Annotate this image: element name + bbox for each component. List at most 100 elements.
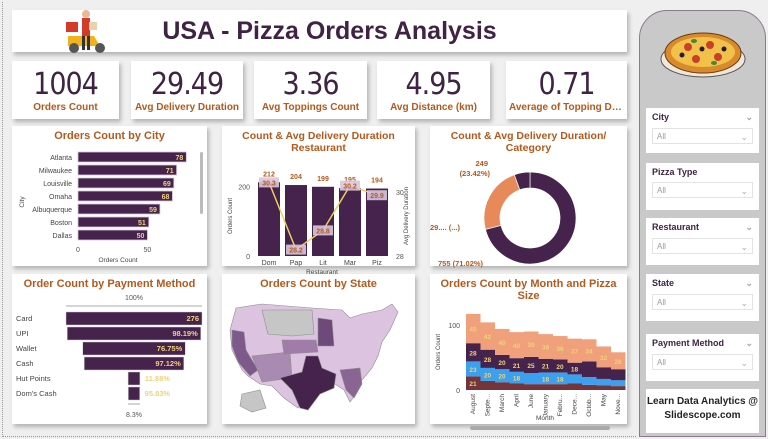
- chevron-down-icon[interactable]: ⌄: [745, 338, 753, 348]
- y-axis-title: Orders Count: [228, 198, 234, 234]
- funnel-bottom-label: 8.3%: [126, 412, 142, 419]
- line-data-label: 28.8: [316, 228, 330, 235]
- kpi-avg-distance: 4.95 Avg Distance (km): [377, 61, 490, 119]
- ribbon-segment: [553, 336, 568, 360]
- y-tick: 100: [448, 323, 460, 330]
- us-state-map[interactable]: [222, 290, 415, 422]
- slicer-payment-method[interactable]: Payment Method ⌄ All ⌄: [646, 334, 759, 381]
- restaurant-dropdown[interactable]: All ⌄: [652, 238, 753, 254]
- ribbon-segment: [495, 382, 510, 390]
- x-tick: 0: [76, 247, 80, 254]
- state-dropdown[interactable]: All ⌄: [652, 294, 753, 310]
- ribbon-segment: [509, 332, 524, 359]
- horizontal-scrollbar[interactable]: [470, 426, 610, 430]
- bar-data-label: 204: [290, 174, 302, 181]
- ribbon-segment: [596, 367, 611, 379]
- ribbon-data-label: 20: [556, 364, 564, 371]
- chevron-down-icon[interactable]: ⌄: [745, 222, 753, 232]
- filter-panel: City ⌄ All ⌄ Pizza Type All ⌄ Restaurant ⌄ A…: [639, 10, 766, 437]
- promo-link[interactable]: Learn Data Analytics @ Slidescope.com: [646, 389, 759, 433]
- ribbon-segment: [567, 383, 582, 390]
- funnel-category-label: Wallet: [16, 344, 37, 353]
- chart-orders-by-city: Orders Count by City Atlanta 78 Milwaukee 7…: [12, 126, 207, 266]
- slicer-pizza-type[interactable]: Pizza Type All ⌄: [646, 163, 759, 210]
- region-southeast[interactable]: [339, 367, 363, 399]
- line-data-label: 29.9: [370, 193, 384, 200]
- kpi-value: 29.49: [150, 67, 224, 102]
- ribbon-segment: [567, 362, 582, 375]
- x-tick: Pap: [290, 260, 303, 267]
- x-tick: August: [470, 394, 477, 414]
- funnel-data-label: 98.19%: [172, 329, 198, 338]
- ribbon-data-label: 28: [484, 357, 492, 364]
- kpi-label: Avg Distance (km): [390, 102, 477, 113]
- payment-method-dropdown[interactable]: All ⌄: [652, 354, 753, 370]
- city-dropdown[interactable]: All ⌄: [652, 128, 753, 144]
- region-mountain-states[interactable]: [261, 309, 315, 337]
- donut-slice: [513, 171, 531, 191]
- ribbon-segment: [495, 328, 510, 355]
- ribbon-segment: [553, 372, 568, 385]
- pizza-icon: [660, 32, 746, 78]
- line-data-label: 30.3: [262, 180, 276, 187]
- month-ribbon-chart: 0 100 21 23 28 45 August 20 28 42 Septe... 20 20 40 Ma…: [436, 313, 626, 430]
- line-data-label: 28.2: [289, 248, 303, 255]
- ribbon-data-label: 18: [556, 376, 564, 383]
- restaurant-bar: [285, 185, 307, 256]
- x-tick: April: [514, 393, 521, 407]
- funnel-bar: [127, 371, 141, 386]
- funnel-top-label: 100%: [125, 295, 143, 302]
- region-california[interactable]: [231, 329, 259, 377]
- city-label: Atlanta: [50, 155, 72, 162]
- ribbon-segment: [553, 384, 568, 390]
- promo-line-2: Slidescope.com: [664, 410, 741, 421]
- x-tick: Dece...: [572, 394, 579, 415]
- city-bar: [77, 190, 173, 202]
- chevron-down-icon: ⌄: [740, 132, 748, 142]
- chevron-down-icon[interactable]: ⌄: [745, 112, 753, 122]
- chart-category-donut: Count & Avg Delivery Duration/ Category …: [430, 126, 627, 268]
- ribbon-segment: [480, 380, 495, 390]
- x-tick: January: [543, 393, 550, 417]
- chevron-down-icon: ⌄: [740, 298, 748, 308]
- funnel-category-label: UPI: [16, 329, 29, 338]
- ribbon-segment: [596, 378, 611, 386]
- city-bar: [77, 151, 187, 163]
- region-midwest[interactable]: [317, 317, 335, 347]
- kpi-value: 0.71: [538, 67, 595, 102]
- city-label: Louisville: [43, 181, 72, 188]
- x-axis-title: Month: [536, 415, 554, 422]
- ribbon-segment: [582, 339, 597, 362]
- slicer-state[interactable]: State ⌄ All ⌄: [646, 274, 759, 321]
- city-bar: [77, 229, 148, 241]
- restaurant-bar: [258, 182, 280, 256]
- slice-label: 755 (71.02%): [438, 259, 484, 268]
- slicer-city[interactable]: City ⌄ All ⌄: [646, 108, 759, 153]
- city-bar: [77, 164, 178, 176]
- x-tick: 50: [144, 247, 152, 254]
- ribbon-segment: [509, 358, 524, 372]
- chevron-down-icon[interactable]: ⌄: [745, 278, 753, 288]
- region-plains[interactable]: [281, 339, 319, 355]
- ribbon-data-label: 45: [469, 327, 477, 334]
- ribbon-segment: [611, 380, 626, 387]
- kpi-value: 3.36: [282, 67, 339, 102]
- pizza-type-dropdown[interactable]: All ⌄: [652, 182, 753, 198]
- ribbon-segment: [611, 369, 626, 381]
- city-label: Albuquerque: [32, 207, 72, 214]
- funnel-bar: [128, 386, 140, 401]
- city-label: Dallas: [53, 233, 73, 240]
- ribbon-segment: [582, 361, 597, 377]
- y2-axis-title: Avg Delivery Duration: [404, 187, 410, 245]
- ribbon-data-label: 21: [513, 363, 521, 370]
- region-alaska[interactable]: [239, 389, 267, 413]
- city-bar-chart: Atlanta 78 Milwaukee 71 Louisville 69 Omaha 68 A…: [19, 151, 203, 264]
- ribbon-data-label: 18: [513, 376, 521, 383]
- delivery-scooter-icon: [66, 10, 105, 53]
- bar-data-label: 212: [263, 171, 275, 178]
- slicer-restaurant[interactable]: Restaurant ⌄ All ⌄: [646, 218, 759, 265]
- region-texas[interactable]: [279, 355, 337, 411]
- line-label-bg: [340, 180, 360, 191]
- line-label-bg: [313, 225, 333, 236]
- ribbon-segment: [596, 346, 611, 368]
